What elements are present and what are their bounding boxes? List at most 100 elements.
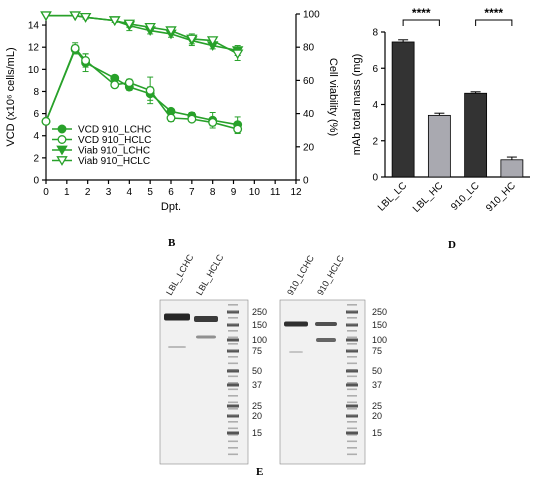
ladder-band xyxy=(227,338,239,342)
x-tick-label: 4 xyxy=(127,187,133,198)
x-tick-label: 6 xyxy=(168,187,174,198)
data-point xyxy=(231,49,244,60)
y-axis-label: VCD (x10⁶ cells/mL) xyxy=(5,47,17,146)
y-tick-label: 6 xyxy=(372,64,378,75)
data-point xyxy=(144,22,156,33)
y-tick-label: 4 xyxy=(372,100,378,111)
bar-LBL_LC xyxy=(391,41,415,178)
sample-band xyxy=(164,313,190,321)
viability-vcd-chart: 0 1 2 3 4 5 6 7 8 9 10 11 1202468101214020406080100D… xyxy=(5,10,339,214)
y2-tick-label: 40 xyxy=(303,109,315,120)
ladder-smear xyxy=(228,304,238,306)
ladder-smear xyxy=(228,356,238,358)
panel-label-d: D xyxy=(448,239,456,251)
mw-marker-label: 20 xyxy=(372,411,382,421)
significance-label: **** xyxy=(412,6,431,20)
mw-marker-label: 15 xyxy=(252,428,262,438)
mw-marker-label: 15 xyxy=(372,428,382,438)
data-point xyxy=(206,36,219,46)
category-label: LBL_LC xyxy=(376,180,409,213)
ladder-smear xyxy=(228,427,238,430)
ladder-smear xyxy=(228,330,238,332)
ladder-smear xyxy=(228,317,238,319)
bar-LBL_HC xyxy=(427,114,451,178)
ladder-band xyxy=(346,431,358,435)
bar-910_LC xyxy=(464,92,488,178)
category-label: LBL_HC xyxy=(411,180,446,215)
ladder-smear xyxy=(347,434,357,436)
mw-marker-label: 25 xyxy=(372,401,382,411)
mw-marker-label: 20 xyxy=(252,411,262,421)
data-point xyxy=(166,113,176,123)
mw-marker-label: 50 xyxy=(372,366,382,376)
data-point xyxy=(187,114,197,124)
x-tick-label: 0 xyxy=(43,187,49,198)
legend-entry: Viab 910_LCHC xyxy=(78,146,150,157)
legend-marker xyxy=(57,124,67,134)
significance-bracket xyxy=(402,19,440,26)
panel-label-e: E xyxy=(256,466,263,478)
y-tick-label: 0 xyxy=(372,173,378,184)
data-point xyxy=(79,12,92,23)
ladder-smear xyxy=(228,343,238,345)
data-point xyxy=(124,78,134,88)
ladder-smear xyxy=(347,388,357,391)
ladder-band xyxy=(227,404,239,408)
mw-marker-label: 37 xyxy=(372,380,382,390)
sample-band xyxy=(315,322,337,326)
x-tick-label: 7 xyxy=(189,187,195,198)
ladder-band xyxy=(346,383,358,387)
ladder-smear xyxy=(347,323,357,326)
y-tick-label: 2 xyxy=(372,136,378,147)
ladder-smear xyxy=(347,440,357,443)
ladder-smear xyxy=(347,447,357,449)
y-tick-label: 14 xyxy=(28,21,40,32)
sample-band xyxy=(168,346,186,348)
data-point xyxy=(110,80,120,90)
y-tick-label: 4 xyxy=(33,131,39,142)
bar-910_HC xyxy=(500,159,524,178)
legend-entry: Viab 910_HCLC xyxy=(78,156,150,167)
legend-marker xyxy=(56,156,68,166)
ladder-smear xyxy=(228,323,238,326)
data-point xyxy=(109,16,121,27)
mw-marker-label: 50 xyxy=(252,366,262,376)
data-point xyxy=(81,56,91,65)
ladder-smear xyxy=(228,440,238,443)
mw-marker-label: 75 xyxy=(372,346,382,356)
category-label: 910_HC xyxy=(484,180,518,214)
y-tick-label: 10 xyxy=(28,65,40,76)
ladder-smear xyxy=(347,414,357,417)
ladder-band xyxy=(346,404,358,408)
ladder-smear xyxy=(228,310,238,313)
x-tick-label: 11 xyxy=(270,187,281,198)
x-tick-label: 3 xyxy=(106,187,112,198)
panel-label-b: B xyxy=(168,237,176,249)
category-label: 910_LC xyxy=(449,180,482,213)
y-tick-label: 2 xyxy=(33,153,39,164)
data-point xyxy=(40,11,52,22)
data-point xyxy=(69,11,81,22)
data-point xyxy=(233,124,243,134)
ladder-band xyxy=(227,369,239,373)
data-point xyxy=(70,43,80,53)
ladder-smear xyxy=(228,382,238,384)
data-point xyxy=(123,19,136,30)
ladder-smear xyxy=(347,343,357,345)
ladder-smear xyxy=(347,395,357,397)
ladder-smear xyxy=(347,375,357,378)
x-tick-label: 8 xyxy=(210,187,216,198)
ladder-band xyxy=(227,431,239,435)
y-tick-label: 0 xyxy=(33,176,39,187)
lane-label: 910_LCHC xyxy=(285,253,316,297)
y2-tick-label: 0 xyxy=(303,176,309,187)
y2-axis-label: Cell viability (%) xyxy=(327,58,339,136)
ladder-smear xyxy=(347,427,357,430)
ladder-smear xyxy=(228,421,238,423)
x-tick-label: 5 xyxy=(147,187,153,198)
ladder-smear xyxy=(347,382,357,384)
ladder-smear xyxy=(228,369,238,371)
ladder-smear xyxy=(228,388,238,391)
